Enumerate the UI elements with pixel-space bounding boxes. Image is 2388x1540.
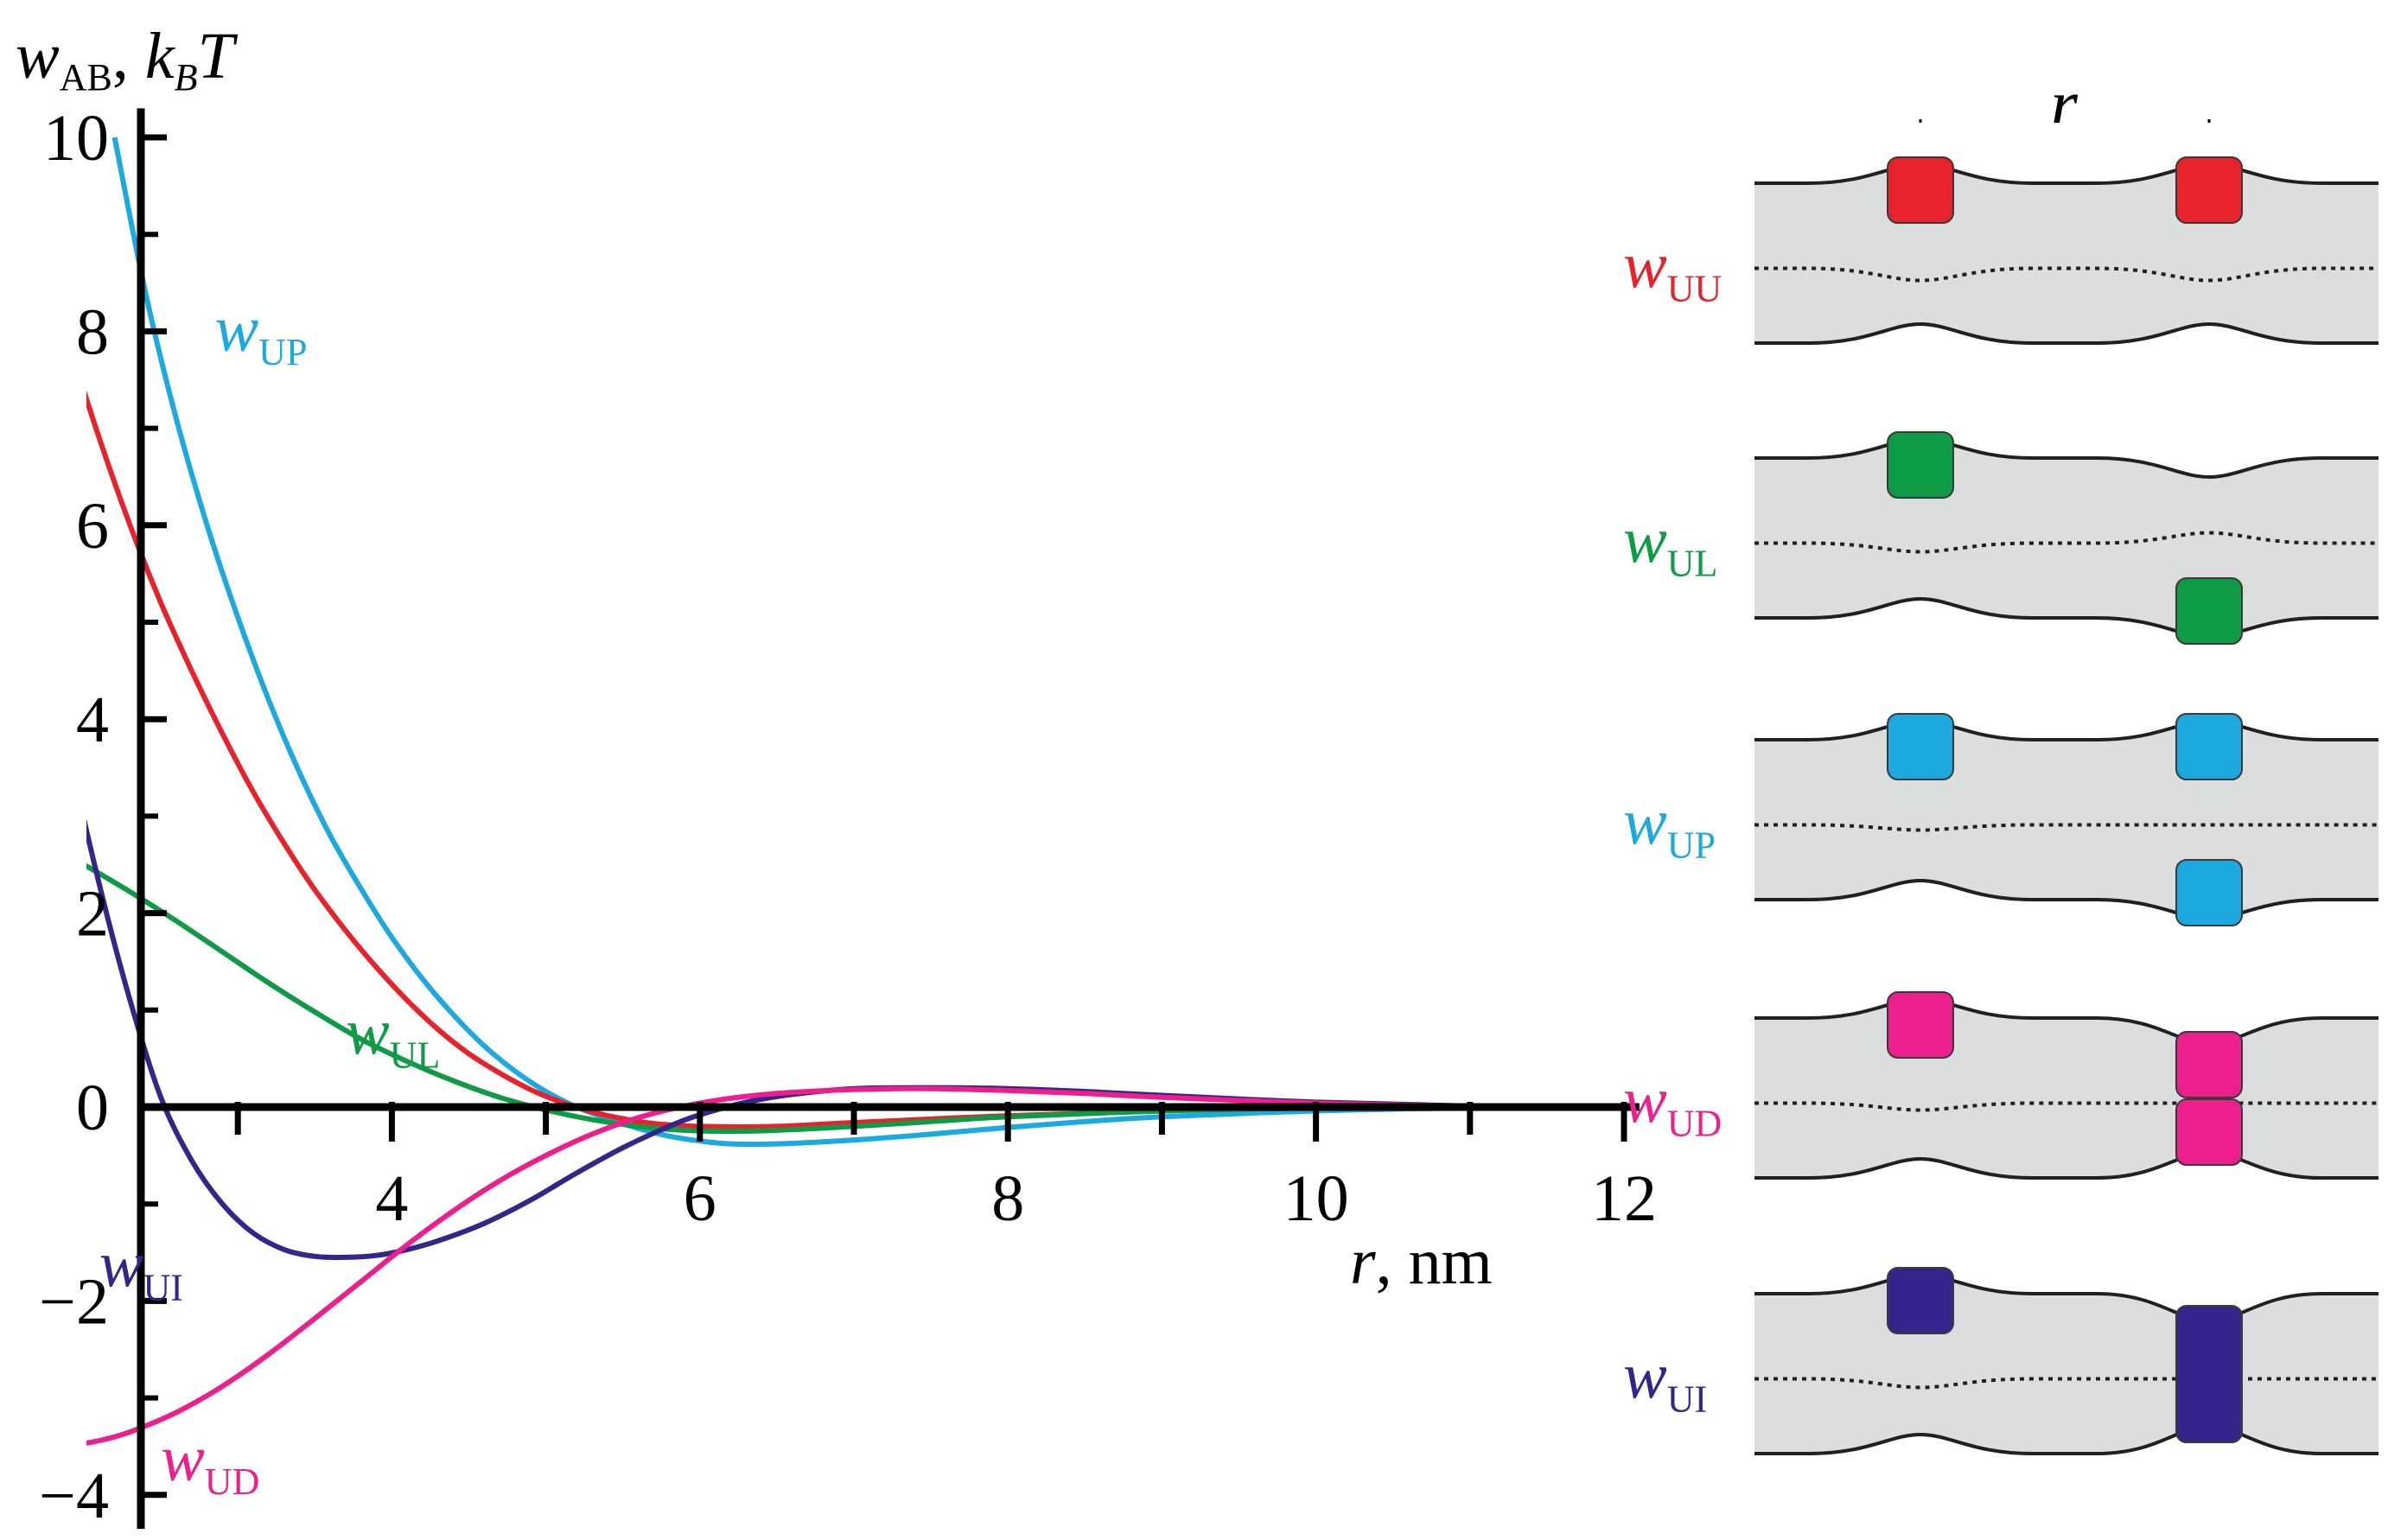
x-tick-label: 12 bbox=[1591, 1162, 1657, 1235]
membrane-fill-patch bbox=[1754, 1402, 2378, 1454]
midplane-line bbox=[1754, 531, 2378, 554]
membrane-bottom-mask bbox=[1754, 1152, 2378, 1230]
series-line-uu bbox=[86, 390, 1556, 1130]
inclusion-uu bbox=[1887, 156, 1954, 224]
membrane-bottom-mask bbox=[1754, 599, 2378, 670]
y-tick-label: 4 bbox=[76, 684, 109, 756]
membrane-fill-patch bbox=[1754, 291, 2378, 343]
membrane-top-mask bbox=[1754, 679, 2378, 740]
potential-chart: wAB, kBT r, nm 10 8 6 4 2 0 −2 −4 4 6 8 10 12 wUP wUL… bbox=[16, 20, 1657, 1532]
midplane-line bbox=[1754, 1101, 2378, 1112]
panel-label-ui: wUI bbox=[1623, 1340, 1707, 1421]
membrane-top-mask bbox=[1754, 1233, 2378, 1321]
y-tick-label: 6 bbox=[76, 490, 109, 563]
panel-label-ul: wUL bbox=[1623, 505, 1717, 585]
curve-label-ud: wUD bbox=[161, 1422, 259, 1503]
curve-label-ul: wUL bbox=[346, 996, 440, 1076]
membrane-fill-patch bbox=[1754, 1126, 2378, 1178]
panel-ui: wUI bbox=[1623, 1233, 2378, 1505]
y-tick-label: 2 bbox=[76, 878, 109, 951]
inclusion-ud bbox=[1887, 991, 1954, 1059]
series-line-ud bbox=[86, 1085, 1556, 1446]
panels-layer: wUU wUL wUP wUD wUI bbox=[1623, 123, 2378, 1505]
x-tick-label: 6 bbox=[684, 1162, 716, 1235]
membrane-bottom-line bbox=[1754, 321, 2378, 345]
membrane-top-mask bbox=[1754, 123, 2378, 183]
y-tick-label: −4 bbox=[39, 1460, 109, 1532]
inclusion-up bbox=[1887, 713, 1954, 780]
inclusion-ul bbox=[1887, 431, 1954, 499]
y-tick-label: 0 bbox=[76, 1072, 109, 1144]
membrane-bottom-mask bbox=[1754, 324, 2378, 395]
inclusion-ul bbox=[2175, 577, 2243, 645]
inclusion-up bbox=[2175, 859, 2243, 926]
inclusion-uu bbox=[2175, 156, 2243, 224]
inclusion-up bbox=[2175, 713, 2243, 780]
membrane-bottom-mask bbox=[1754, 881, 2378, 951]
series-layer bbox=[86, 137, 1556, 1446]
series-line-ul bbox=[86, 862, 1556, 1134]
series-line-up bbox=[111, 137, 1556, 1148]
panel-label-uu: wUU bbox=[1623, 230, 1722, 310]
inclusion-ud bbox=[2175, 1098, 2243, 1166]
inclusion-ud bbox=[2175, 1031, 2243, 1098]
midplane-line bbox=[1754, 823, 2378, 832]
panel-up: wUP bbox=[1623, 679, 2378, 951]
x-tick-label: 8 bbox=[991, 1162, 1024, 1235]
panel-ul: wUL bbox=[1623, 398, 2378, 670]
y-tick-label: 8 bbox=[76, 296, 109, 368]
x-tick-label: 10 bbox=[1283, 1162, 1349, 1235]
y-tick-label: 10 bbox=[43, 102, 109, 175]
panel-label-up: wUP bbox=[1623, 786, 1716, 867]
membrane-bottom-mask bbox=[1754, 1426, 2378, 1505]
panel-uu: wUU bbox=[1623, 123, 2378, 395]
membrane-bottom-line bbox=[1754, 1149, 2378, 1180]
axes-layer: 10 8 6 4 2 0 −2 −4 4 6 8 10 12 bbox=[39, 102, 1657, 1532]
midplane-line bbox=[1754, 1377, 2378, 1390]
curve-label-ui: wUI bbox=[99, 1229, 183, 1309]
x-tick-label: 4 bbox=[375, 1162, 408, 1235]
inclusion-ui bbox=[2175, 1305, 2243, 1443]
curve-label-up: wUP bbox=[214, 293, 307, 373]
panel-label-ud: wUD bbox=[1623, 1065, 1722, 1145]
y-axis-title: wAB, kBT bbox=[16, 20, 238, 99]
panel-ud: wUD bbox=[1623, 958, 2378, 1230]
curve-label-layer: wUP wUL wUI wUD bbox=[99, 293, 440, 1503]
midplane-line bbox=[1754, 266, 2378, 283]
membrane-top-mask bbox=[1754, 398, 2378, 477]
y-tick-label: −2 bbox=[39, 1265, 109, 1338]
membrane-top-mask bbox=[1754, 958, 2378, 1044]
x-axis-title: r, nm bbox=[1350, 1225, 1493, 1298]
inclusion-ui bbox=[1887, 1267, 1954, 1334]
